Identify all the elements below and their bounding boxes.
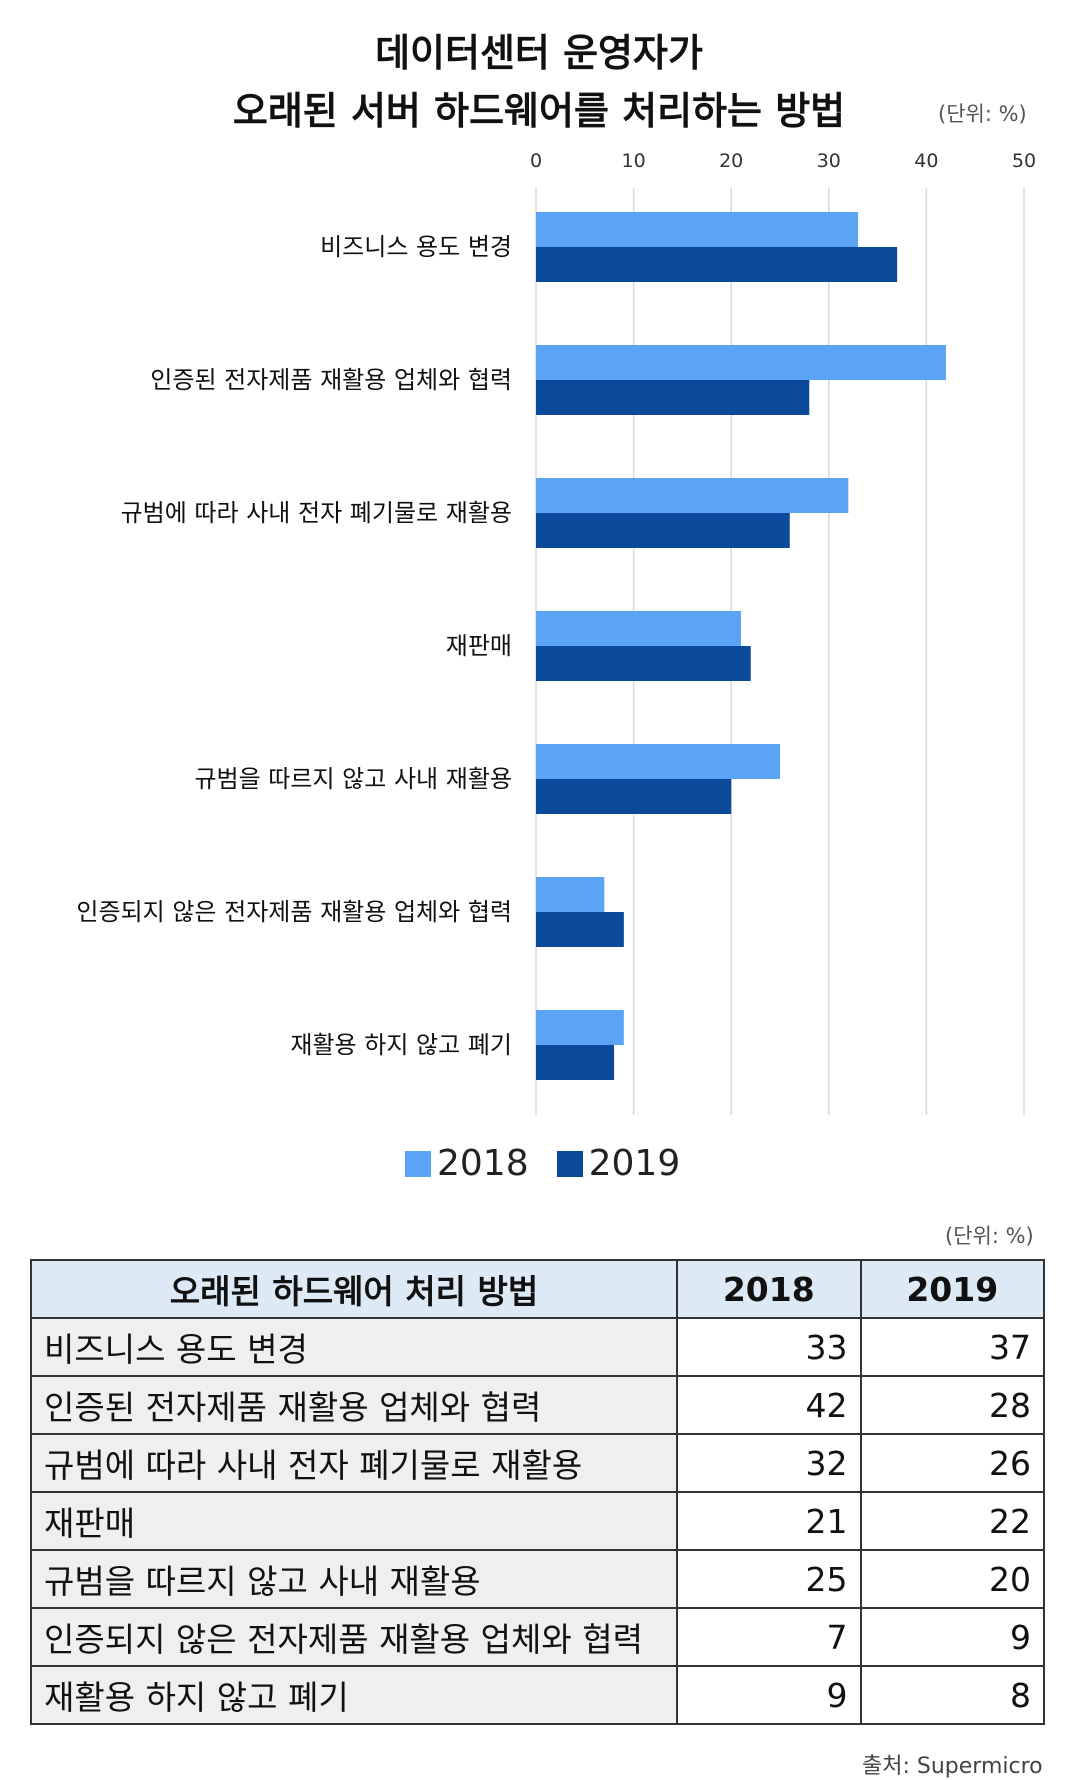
category-label: 규범에 따라 사내 전자 폐기물로 재활용 xyxy=(121,499,512,527)
x-tick-label: 0 xyxy=(530,150,542,172)
table-cell-method: 규범에 따라 사내 전자 폐기물로 재활용 xyxy=(30,1433,678,1493)
x-tick-label: 50 xyxy=(1012,150,1036,172)
table-cell-2019: 8 xyxy=(859,1665,1045,1725)
category-label: 재활용 하지 않고 폐기 xyxy=(290,1031,512,1059)
bar-2019-6 xyxy=(536,912,624,947)
table-cell-2018: 32 xyxy=(676,1433,862,1493)
table-cell-2019: 26 xyxy=(859,1433,1045,1493)
bar-2018-5 xyxy=(536,744,780,779)
table-cell-method: 규범을 따르지 않고 사내 재활용 xyxy=(30,1549,678,1609)
bar-2018-6 xyxy=(536,877,605,912)
table-row: 규범에 따라 사내 전자 폐기물로 재활용 32 26 xyxy=(30,1433,1045,1493)
table-row: 재판매 21 22 xyxy=(30,1491,1045,1551)
bar-2018-1 xyxy=(536,212,859,247)
table-row: 인증되지 않은 전자제품 재활용 업체와 협력 7 9 xyxy=(30,1607,1045,1667)
category-label: 비즈니스 용도 변경 xyxy=(320,233,512,261)
table-row: 규범을 따르지 않고 사내 재활용 25 20 xyxy=(30,1549,1045,1609)
bar-2018-2 xyxy=(536,345,946,380)
bar-2019-4 xyxy=(536,646,751,681)
legend-label-2019: 2019 xyxy=(588,1143,681,1184)
table-cell-method: 재활용 하지 않고 폐기 xyxy=(30,1665,678,1725)
source-credit: 출처: Supermicro xyxy=(862,1754,1043,1779)
legend-swatch-2018 xyxy=(405,1150,431,1177)
table-header-2019: 2019 xyxy=(859,1259,1045,1319)
bar-2019-1 xyxy=(536,247,898,282)
bar-2019-2 xyxy=(536,380,810,415)
bar-2019-7 xyxy=(536,1045,615,1080)
category-label: 규범을 따르지 않고 사내 재활용 xyxy=(194,765,512,793)
chart-legend: 2018 2019 xyxy=(405,1143,708,1184)
table-row: 인증된 전자제품 재활용 업체와 협력 42 28 xyxy=(30,1375,1045,1435)
table-cell-2018: 21 xyxy=(676,1491,862,1551)
chart-title-line-1: 데이터센터 운영자가 xyxy=(375,31,703,75)
legend-swatch-2019 xyxy=(556,1150,583,1177)
category-label: 인증된 전자제품 재활용 업체와 협력 xyxy=(150,366,512,394)
table-cell-2018: 25 xyxy=(676,1549,862,1609)
table-cell-method: 인증된 전자제품 재활용 업체와 협력 xyxy=(30,1375,678,1435)
bar-2019-3 xyxy=(536,513,790,548)
x-tick-label: 40 xyxy=(914,150,938,172)
table-header-method: 오래된 하드웨어 처리 방법 xyxy=(30,1259,678,1319)
bar-2018-7 xyxy=(536,1010,624,1045)
data-table: 오래된 하드웨어 처리 방법 2018 2019 비즈니스 용도 변경 33 3… xyxy=(30,1259,1045,1725)
table-cell-2018: 7 xyxy=(676,1607,862,1667)
table-cell-2018: 33 xyxy=(676,1317,862,1377)
x-tick-label: 30 xyxy=(817,150,841,172)
table-cell-method: 재판매 xyxy=(30,1491,678,1551)
chart-title-line-2: 오래된 서버 하드웨어를 처리하는 방법 xyxy=(232,89,846,133)
bar-2019-5 xyxy=(536,779,732,814)
table-cell-2019: 9 xyxy=(859,1607,1045,1667)
table-cell-2019: 37 xyxy=(859,1317,1045,1377)
table-header-row: 오래된 하드웨어 처리 방법 2018 2019 xyxy=(30,1259,1045,1319)
table-cell-2018: 9 xyxy=(676,1665,862,1725)
legend-item-2018: 2018 xyxy=(405,1143,529,1184)
table-row: 비즈니스 용도 변경 33 37 xyxy=(30,1317,1045,1377)
table-cell-2019: 20 xyxy=(859,1549,1045,1609)
table-row: 재활용 하지 않고 폐기 9 8 xyxy=(30,1665,1045,1725)
x-tick-label: 10 xyxy=(622,150,646,172)
table-cell-method: 인증되지 않은 전자제품 재활용 업체와 협력 xyxy=(30,1607,678,1667)
legend-item-2019: 2019 xyxy=(556,1143,681,1184)
table-cell-2018: 42 xyxy=(676,1375,862,1435)
table-cell-2019: 22 xyxy=(859,1491,1045,1551)
category-label: 재판매 xyxy=(446,632,512,660)
table-unit-label: (단위: %) xyxy=(945,1224,1034,1248)
table-cell-method: 비즈니스 용도 변경 xyxy=(30,1317,678,1377)
bar-2018-3 xyxy=(536,478,849,513)
bar-2018-4 xyxy=(536,611,741,646)
chart-unit-label: (단위: %) xyxy=(938,102,1027,126)
table-cell-2019: 28 xyxy=(859,1375,1045,1435)
table-header-2018: 2018 xyxy=(676,1259,862,1319)
x-tick-label: 20 xyxy=(719,150,743,172)
category-label: 인증되지 않은 전자제품 재활용 업체와 협력 xyxy=(76,898,512,926)
legend-label-2018: 2018 xyxy=(437,1143,529,1184)
